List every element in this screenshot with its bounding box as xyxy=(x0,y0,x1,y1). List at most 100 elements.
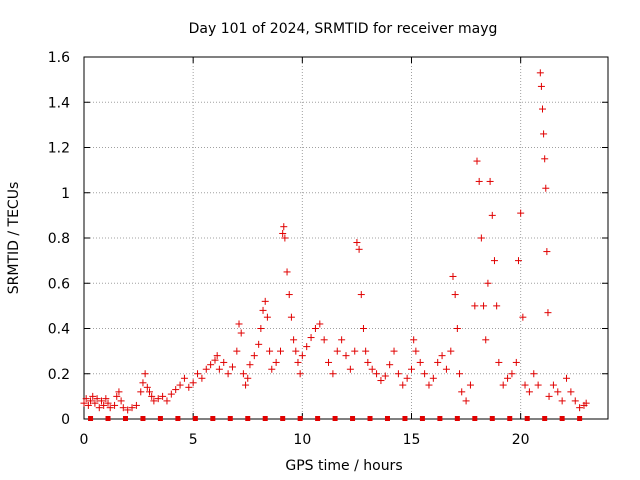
baseline-point xyxy=(280,416,286,421)
data-point xyxy=(287,313,295,321)
data-point xyxy=(390,347,398,355)
data-point xyxy=(198,374,206,382)
baseline-point xyxy=(210,416,216,421)
data-point xyxy=(534,381,542,389)
data-point xyxy=(279,229,287,237)
data-point xyxy=(540,130,548,138)
data-point xyxy=(128,404,136,412)
data-point xyxy=(394,370,402,378)
data-point xyxy=(508,370,516,378)
data-point xyxy=(280,223,288,231)
data-point xyxy=(233,347,241,355)
data-point xyxy=(386,361,394,369)
data-point xyxy=(368,365,376,373)
data-point xyxy=(257,325,265,332)
baseline-point xyxy=(489,416,495,421)
data-point xyxy=(490,257,498,265)
y-tick-label: 1.2 xyxy=(48,141,70,157)
data-point xyxy=(567,388,575,396)
data-point xyxy=(220,358,228,366)
data-point xyxy=(320,336,328,344)
data-point xyxy=(449,272,457,280)
data-point xyxy=(486,177,494,185)
data-point xyxy=(185,383,193,391)
data-point xyxy=(545,392,553,400)
data-point xyxy=(351,347,359,355)
data-point xyxy=(571,397,579,405)
data-point xyxy=(113,392,121,400)
data-point xyxy=(329,370,337,378)
data-point xyxy=(342,352,350,360)
data-point xyxy=(143,383,151,391)
data-point xyxy=(325,358,333,366)
data-point xyxy=(504,374,512,382)
data-point xyxy=(543,248,551,256)
data-point xyxy=(381,372,389,380)
data-point xyxy=(277,347,284,355)
data-point xyxy=(554,388,562,396)
x-tick-label: 0 xyxy=(80,432,89,448)
baseline-point xyxy=(315,416,321,421)
data-point xyxy=(353,239,361,247)
y-tick-label: 0.4 xyxy=(48,322,70,338)
baseline-point xyxy=(454,416,460,421)
data-point xyxy=(242,381,250,389)
data-point xyxy=(228,363,236,371)
data-point xyxy=(239,370,247,378)
data-point xyxy=(235,320,243,328)
data-point xyxy=(493,302,501,310)
data-point xyxy=(521,381,529,389)
data-point xyxy=(148,392,156,400)
data-point xyxy=(530,370,538,378)
data-point xyxy=(451,291,459,299)
data-point xyxy=(102,395,110,403)
data-point xyxy=(263,313,271,321)
y-tick-label: 1 xyxy=(61,186,70,202)
data-point xyxy=(442,365,450,373)
data-point xyxy=(97,397,105,405)
data-point xyxy=(333,347,341,355)
data-point xyxy=(292,347,300,355)
data-point xyxy=(137,388,145,396)
data-point xyxy=(180,374,188,382)
data-point xyxy=(207,361,215,369)
data-point xyxy=(425,381,433,389)
data-point xyxy=(167,390,175,398)
data-point xyxy=(447,347,455,355)
data-point xyxy=(525,388,533,396)
data-point xyxy=(576,404,584,412)
data-point xyxy=(558,397,566,405)
data-point xyxy=(89,392,97,400)
data-point xyxy=(544,309,552,317)
baseline-point xyxy=(507,416,513,421)
data-point xyxy=(471,302,479,310)
x-tick-label: 10 xyxy=(293,432,311,448)
baseline-point xyxy=(227,416,233,421)
data-point xyxy=(95,404,103,412)
data-point xyxy=(237,329,245,337)
data-point xyxy=(172,386,180,394)
data-point xyxy=(84,401,92,409)
data-point xyxy=(477,234,485,242)
data-point xyxy=(421,370,429,378)
data-point xyxy=(582,399,590,407)
data-point xyxy=(80,399,88,407)
data-point xyxy=(115,388,123,396)
data-point xyxy=(272,358,280,366)
y-tick-label: 0.8 xyxy=(48,231,70,247)
baseline-point xyxy=(332,416,338,421)
data-point xyxy=(266,347,274,355)
data-point xyxy=(104,399,112,407)
data-point xyxy=(549,381,557,389)
data-point xyxy=(132,401,140,409)
data-point xyxy=(403,374,411,382)
data-point xyxy=(514,257,522,265)
baseline-point xyxy=(140,416,146,421)
data-point xyxy=(410,336,418,344)
data-point xyxy=(541,155,549,163)
data-point xyxy=(466,381,474,389)
data-point xyxy=(163,397,171,405)
data-point xyxy=(290,336,298,344)
data-point xyxy=(259,306,267,314)
y-tick-label: 1.6 xyxy=(48,50,70,66)
